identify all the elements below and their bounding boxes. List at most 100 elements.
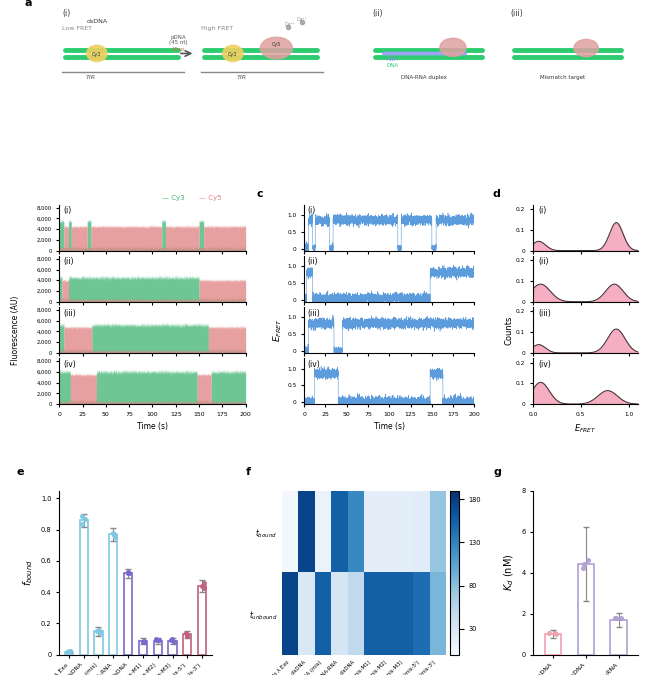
Text: Ca²⁺: Ca²⁺ (285, 22, 296, 28)
Text: λExo: λExo (171, 47, 184, 51)
Point (166, 634, 177, 645)
Point (77, 511, 88, 522)
Text: (ii): (ii) (538, 257, 549, 267)
Point (550, 628, 561, 639)
Bar (578, 564, 594, 655)
Point (138, 637, 148, 648)
Text: Cy5: Cy5 (272, 42, 281, 47)
Ellipse shape (440, 38, 466, 56)
Point (122, 568, 133, 578)
Point (197, 581, 207, 592)
Bar (611, 620, 627, 655)
Text: (ii): (ii) (63, 257, 74, 267)
Text: TIR: TIR (237, 75, 247, 80)
Text: (i): (i) (63, 207, 71, 215)
Text: d: d (493, 190, 501, 199)
Bar (124, 574, 132, 655)
Point (151, 634, 161, 645)
Point (62, 646, 72, 657)
Point (80, 513, 90, 524)
Point (123, 568, 134, 578)
Point (578, 563, 589, 574)
Point (199, 583, 209, 593)
Text: (i): (i) (538, 207, 546, 215)
Point (166, 634, 176, 645)
Text: g: g (494, 467, 501, 477)
Bar (154, 641, 162, 655)
Point (109, 530, 119, 541)
Text: Ca²⁺: Ca²⁺ (297, 17, 308, 22)
Text: — Cy3: — Cy3 (162, 195, 184, 201)
Bar (94, 631, 103, 655)
Text: pDNA: pDNA (170, 35, 186, 40)
Text: Mismatch target: Mismatch target (540, 76, 586, 80)
Bar (168, 641, 176, 655)
Point (549, 628, 560, 639)
Bar (80, 520, 88, 655)
Point (181, 628, 191, 639)
Text: (ii): (ii) (307, 257, 318, 267)
X-axis label: $E_{FRET}$: $E_{FRET}$ (574, 423, 597, 435)
Text: (ii): (ii) (372, 9, 382, 18)
Y-axis label: Counts: Counts (504, 315, 513, 345)
X-axis label: Time (s): Time (s) (374, 423, 405, 431)
Text: dsDNA: dsDNA (86, 19, 107, 24)
Bar (545, 634, 561, 655)
Text: — Cy5: — Cy5 (199, 195, 222, 201)
Y-axis label: $K_d$ (nM): $K_d$ (nM) (502, 554, 516, 591)
X-axis label: Time (s): Time (s) (137, 423, 168, 431)
Bar (139, 641, 147, 655)
Point (168, 636, 179, 647)
Point (108, 527, 118, 538)
Point (94, 627, 105, 638)
Text: High FRET: High FRET (201, 26, 233, 31)
Point (139, 636, 149, 647)
Ellipse shape (261, 37, 292, 59)
Point (544, 628, 555, 639)
Point (110, 532, 120, 543)
Bar (198, 586, 206, 655)
Point (154, 635, 164, 646)
Point (199, 578, 209, 589)
Ellipse shape (87, 45, 107, 61)
Point (611, 612, 621, 623)
Text: Low FRET: Low FRET (62, 26, 92, 31)
Text: TIR: TIR (86, 75, 96, 80)
Point (610, 613, 620, 624)
Text: RNA: RNA (386, 57, 398, 61)
Point (91, 625, 102, 636)
Text: (iii): (iii) (511, 9, 524, 18)
Text: (iii): (iii) (63, 308, 76, 318)
Point (151, 634, 161, 645)
Point (615, 613, 626, 624)
Point (93, 624, 104, 635)
Text: f: f (246, 467, 251, 477)
Ellipse shape (574, 39, 598, 57)
Point (122, 567, 133, 578)
Text: c: c (257, 190, 263, 199)
Text: DNA: DNA (386, 63, 399, 68)
Point (582, 554, 593, 565)
Text: (i): (i) (307, 207, 316, 215)
Text: DNA-RNA duplex: DNA-RNA duplex (401, 76, 447, 80)
Text: (iv): (iv) (307, 360, 320, 369)
Bar (64, 651, 73, 655)
Text: Cy3: Cy3 (92, 52, 101, 57)
Y-axis label: Fluorescence (AU): Fluorescence (AU) (11, 296, 20, 364)
Y-axis label: $E_{FRET}$: $E_{FRET}$ (272, 318, 284, 342)
Text: (iv): (iv) (63, 360, 76, 369)
Bar (184, 634, 191, 655)
Text: (iii): (iii) (538, 308, 551, 318)
Point (182, 631, 192, 642)
Text: (iv): (iv) (538, 360, 551, 369)
Text: (iii): (iii) (307, 308, 320, 318)
Point (64, 647, 74, 657)
Point (64, 646, 75, 657)
Y-axis label: $f_{bound}$: $f_{bound}$ (22, 559, 36, 586)
Text: a: a (24, 0, 32, 8)
Point (182, 630, 192, 641)
Bar (109, 535, 117, 655)
Ellipse shape (223, 45, 243, 61)
Point (579, 558, 590, 569)
Text: (i): (i) (62, 9, 70, 18)
